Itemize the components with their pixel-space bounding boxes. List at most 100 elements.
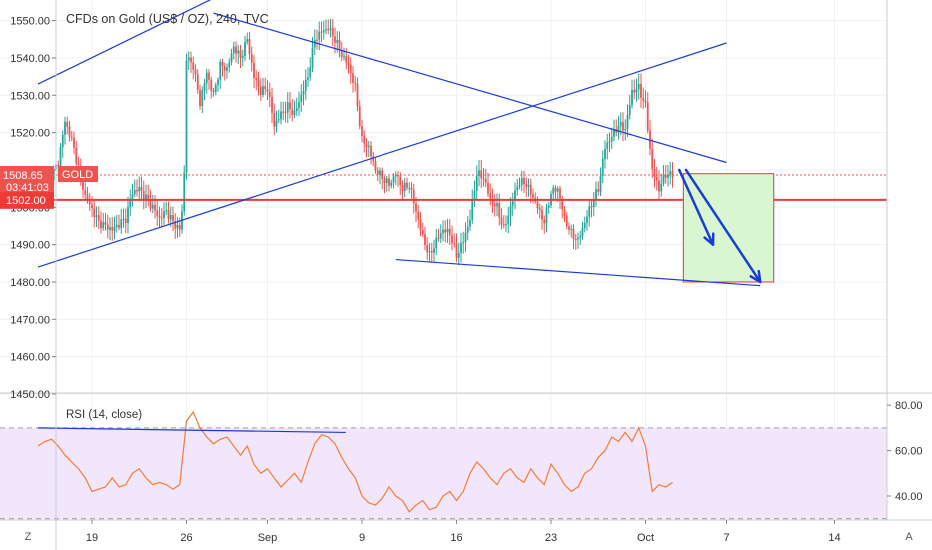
candle-body[interactable] (248, 39, 251, 54)
candle-body[interactable] (118, 224, 120, 228)
candle-body[interactable] (518, 185, 521, 187)
target-rectangle[interactable] (682, 173, 775, 283)
candle-body[interactable] (419, 219, 422, 230)
candle-body[interactable] (491, 198, 494, 204)
candle-body[interactable] (572, 228, 575, 240)
candle-body[interactable] (370, 145, 372, 157)
candle-body[interactable] (268, 91, 271, 97)
candle-body[interactable] (527, 184, 530, 187)
candle-body[interactable] (541, 209, 543, 220)
candle-body[interactable] (403, 182, 406, 192)
candle-body[interactable] (660, 183, 663, 192)
candle-body[interactable] (343, 55, 345, 57)
candle-body[interactable] (622, 122, 624, 131)
candle-body[interactable] (464, 232, 467, 243)
candle-body[interactable] (277, 119, 280, 121)
candle-body[interactable] (82, 175, 84, 190)
candle-body[interactable] (354, 82, 357, 84)
candle-body[interactable] (214, 84, 217, 92)
candle-body[interactable] (410, 187, 413, 190)
candle-body[interactable] (194, 69, 197, 75)
candle-body[interactable] (367, 145, 370, 148)
candle-body[interactable] (664, 174, 667, 178)
candle-body[interactable] (507, 215, 510, 225)
candle-body[interactable] (237, 50, 240, 54)
candle-body[interactable] (633, 89, 636, 93)
candle-body[interactable] (635, 89, 638, 93)
candle-body[interactable] (361, 126, 363, 136)
candle-body[interactable] (334, 36, 336, 43)
candlestick-series[interactable] (46, 18, 674, 266)
candle-body[interactable] (113, 226, 116, 231)
candle-body[interactable] (77, 163, 80, 166)
candle-body[interactable] (232, 46, 235, 54)
candle-body[interactable] (588, 206, 591, 217)
candle-body[interactable] (421, 229, 424, 235)
candle-body[interactable] (284, 111, 287, 113)
candle-body[interactable] (651, 148, 654, 170)
candle-body[interactable] (509, 205, 512, 216)
candle-body[interactable] (187, 57, 190, 61)
candle-body[interactable] (610, 136, 613, 142)
candle-body[interactable] (75, 147, 78, 164)
candle-body[interactable] (154, 204, 156, 211)
candle-body[interactable] (282, 111, 285, 113)
candle-body[interactable] (473, 191, 476, 200)
candle-body[interactable] (511, 200, 514, 206)
candle-body[interactable] (547, 205, 550, 208)
candle-body[interactable] (626, 114, 629, 130)
candle-body[interactable] (190, 57, 192, 63)
candle-body[interactable] (394, 174, 397, 177)
candle-body[interactable] (196, 74, 199, 90)
candle-body[interactable] (590, 206, 593, 208)
candle-body[interactable] (599, 175, 602, 192)
candle-body[interactable] (347, 62, 350, 65)
candle-body[interactable] (570, 228, 573, 230)
candle-body[interactable] (244, 42, 246, 56)
candle-body[interactable] (149, 199, 152, 209)
candle-body[interactable] (210, 79, 213, 91)
candle-body[interactable] (307, 77, 309, 80)
candle-body[interactable] (102, 222, 105, 229)
candle-body[interactable] (523, 177, 525, 185)
candle-body[interactable] (266, 89, 269, 92)
candle-body[interactable] (147, 194, 150, 200)
candle-body[interactable] (298, 102, 300, 109)
candle-body[interactable] (426, 245, 429, 253)
candle-body[interactable] (327, 29, 330, 31)
candle-body[interactable] (383, 178, 386, 184)
candle-body[interactable] (66, 121, 69, 127)
candle-body[interactable] (460, 243, 462, 253)
candle-body[interactable] (86, 194, 89, 201)
candle-body[interactable] (340, 49, 343, 57)
candle-body[interactable] (95, 215, 98, 217)
candle-body[interactable] (262, 86, 264, 95)
candle-body[interactable] (484, 178, 487, 183)
candle-body[interactable] (379, 170, 381, 175)
candle-body[interactable] (446, 228, 449, 233)
candle-body[interactable] (619, 122, 622, 126)
candle-body[interactable] (219, 61, 222, 80)
candle-body[interactable] (532, 194, 534, 198)
candle-body[interactable] (505, 224, 507, 226)
candle-body[interactable] (172, 215, 174, 222)
candle-body[interactable] (498, 203, 501, 218)
candle-body[interactable] (322, 30, 325, 33)
candle-body[interactable] (246, 39, 249, 43)
auto-scale-button[interactable]: A (905, 531, 913, 543)
candle-body[interactable] (320, 31, 323, 33)
candle-body[interactable] (640, 83, 642, 98)
candle-body[interactable] (133, 189, 136, 195)
candle-body[interactable] (669, 171, 672, 175)
rsi-trendline[interactable] (37, 427, 346, 434)
candle-body[interactable] (628, 105, 631, 115)
candle-body[interactable] (482, 178, 485, 180)
candle-body[interactable] (183, 172, 186, 212)
candle-body[interactable] (514, 190, 516, 201)
candle-body[interactable] (203, 83, 206, 91)
candle-body[interactable] (131, 194, 134, 201)
candle-body[interactable] (156, 210, 159, 216)
candle-body[interactable] (435, 237, 438, 249)
candle-body[interactable] (165, 210, 168, 212)
rsi-line[interactable] (37, 410, 673, 513)
